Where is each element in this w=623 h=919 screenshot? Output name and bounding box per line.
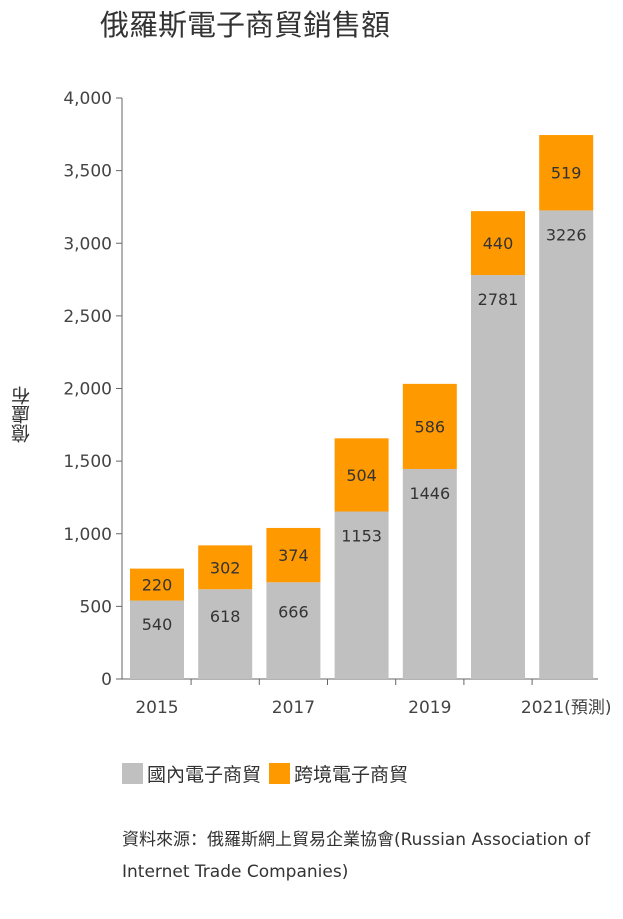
bar-crossborder bbox=[334, 438, 389, 512]
legend-swatch-crossborder bbox=[269, 763, 291, 784]
data-label-domestic: 2781 bbox=[478, 290, 519, 309]
data-label-crossborder: 220 bbox=[142, 576, 173, 595]
data-label-domestic: 618 bbox=[210, 607, 241, 626]
legend: 國內電子商貿 跨境電子商貿 bbox=[122, 760, 416, 787]
data-label-domestic: 1446 bbox=[409, 484, 450, 503]
data-label-crossborder: 504 bbox=[346, 466, 377, 485]
x-tick-label: 2015 bbox=[135, 698, 178, 718]
bar-crossborder bbox=[266, 527, 321, 583]
y-tick-label: 500 bbox=[80, 597, 112, 617]
bar-crossborder bbox=[539, 135, 594, 211]
bar-domestic bbox=[402, 468, 457, 679]
y-tick-label: 2,000 bbox=[63, 380, 112, 400]
bar-crossborder bbox=[198, 545, 253, 590]
bar-domestic bbox=[198, 589, 253, 679]
chart-title: 俄羅斯電子商貿銷售額 bbox=[100, 8, 391, 42]
data-label-domestic: 1153 bbox=[341, 527, 382, 546]
data-label-domestic: 540 bbox=[142, 615, 173, 634]
bar-domestic bbox=[130, 600, 184, 679]
x-tick-label: 2019 bbox=[408, 698, 451, 718]
legend-swatch-domestic bbox=[122, 763, 143, 784]
legend-item-domestic: 國內電子商貿 bbox=[122, 760, 261, 787]
legend-label-domestic: 國內電子商貿 bbox=[147, 764, 262, 786]
data-label-domestic: 3226 bbox=[546, 225, 587, 244]
data-label-crossborder: 302 bbox=[210, 558, 241, 577]
data-label-crossborder: 586 bbox=[415, 417, 446, 436]
legend-label-crossborder: 跨境電子商貿 bbox=[294, 764, 409, 786]
bar-domestic bbox=[471, 275, 525, 679]
y-tick-label: 0 bbox=[101, 670, 112, 690]
bar-domestic bbox=[266, 582, 321, 679]
y-axis-label: 億盧布 bbox=[11, 386, 33, 443]
bar-domestic bbox=[539, 210, 594, 679]
data-label-domestic: 666 bbox=[278, 602, 309, 621]
y-tick-label: 3,000 bbox=[63, 234, 112, 254]
x-tick-label: 2017 bbox=[272, 698, 315, 718]
bar-crossborder bbox=[471, 211, 525, 276]
y-tick-label: 4,000 bbox=[63, 89, 112, 109]
bar-crossborder bbox=[402, 383, 457, 469]
bar-crossborder bbox=[130, 568, 184, 601]
y-tick-label: 1,500 bbox=[63, 452, 112, 472]
bar-domestic bbox=[334, 511, 389, 679]
legend-item-crossborder: 跨境電子商貿 bbox=[269, 760, 408, 787]
data-label-crossborder: 374 bbox=[278, 546, 309, 565]
y-tick-label: 1,000 bbox=[63, 525, 112, 545]
source-note: 資料來源：俄羅斯網上貿易企業協會(Russian Association of … bbox=[122, 830, 591, 882]
y-tick-label: 3,500 bbox=[63, 162, 112, 182]
data-label-crossborder: 519 bbox=[551, 164, 582, 183]
y-tick-label: 2,500 bbox=[63, 307, 112, 327]
x-tick-label: 2021(預測) bbox=[521, 698, 612, 718]
data-label-crossborder: 440 bbox=[483, 234, 514, 253]
